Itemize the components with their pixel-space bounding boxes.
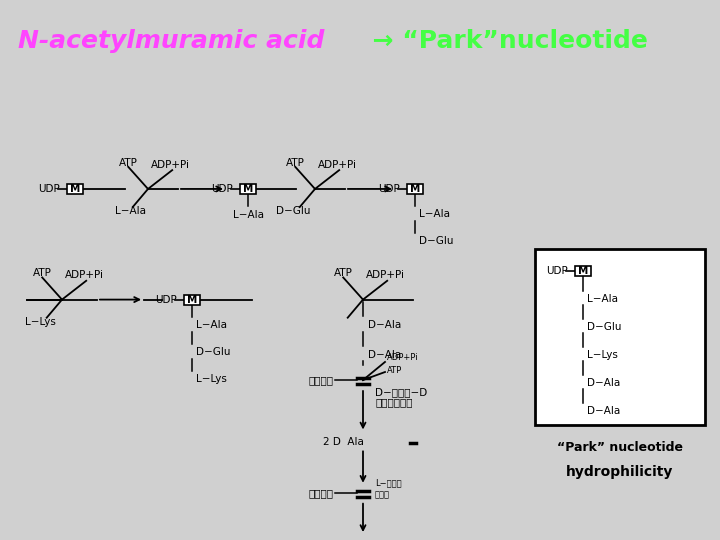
Text: D−Ala: D−Ala [368,350,401,360]
Text: L−内氨酸: L−内氨酸 [375,478,402,487]
Text: ATP: ATP [333,268,352,279]
Text: M: M [578,266,588,276]
Text: L−Lys: L−Lys [196,374,227,384]
Text: M: M [186,295,197,305]
Text: ADP+Pi: ADP+Pi [387,354,418,362]
Text: 2 D  Ala: 2 D Ala [323,437,364,448]
Text: D−Glu: D−Glu [419,237,454,246]
Text: ATP: ATP [119,158,138,168]
Text: “Park” nucleotide: “Park” nucleotide [557,441,683,454]
Text: D−丙氨酸−D: D−丙氨酸−D [375,387,427,397]
Text: UDP: UDP [546,266,568,276]
Text: L−Ala: L−Ala [419,209,450,219]
Text: L−Ala: L−Ala [196,320,227,330]
Text: D−Ala: D−Ala [368,320,401,330]
Text: D−Ala: D−Ala [587,406,620,416]
Text: D−Ala: D−Ala [587,378,620,388]
Text: N-acetylmuramic acid: N-acetylmuramic acid [18,29,325,53]
Text: D−Glu: D−Glu [196,347,230,357]
Text: M: M [70,184,80,194]
Bar [184,294,200,305]
Text: 丙氨酸合成酶: 丙氨酸合成酶 [375,397,413,407]
Text: UDP: UDP [38,184,60,194]
Bar [407,184,423,194]
Text: 消旋酶: 消旋酶 [375,490,390,500]
Text: M: M [410,184,420,194]
Text: → “Park”nucleotide: → “Park”nucleotide [355,29,648,53]
Text: ADP+Pi: ADP+Pi [65,271,104,280]
Bar [240,184,256,194]
Text: 环丝氨酸: 环丝氨酸 [308,375,333,385]
Text: L−Ala: L−Ala [114,206,145,216]
Text: M: M [243,184,253,194]
Bar [67,184,83,194]
Bar [575,266,591,276]
Text: D−Glu: D−Glu [587,322,621,332]
Text: ADP+Pi: ADP+Pi [150,160,189,170]
Text: D−Glu: D−Glu [276,206,310,216]
Text: ATP: ATP [286,158,305,168]
Text: ATP: ATP [32,268,51,279]
Text: UDP: UDP [211,184,233,194]
Text: UDP: UDP [155,295,177,305]
Text: ADP+Pi: ADP+Pi [366,271,405,280]
Text: L−Lys: L−Lys [24,317,55,327]
Text: L−Lys: L−Lys [587,350,618,360]
Text: L−Ala: L−Ala [587,294,618,303]
Text: L−Ala: L−Ala [233,210,264,220]
Text: ATP: ATP [387,366,402,375]
Bar [535,249,705,426]
Text: 环丝氨酸: 环丝氨酸 [308,488,333,498]
Text: hydrophilicity: hydrophilicity [567,464,674,478]
Text: ADP+Pi: ADP+Pi [318,160,356,170]
Text: UDP: UDP [378,184,400,194]
